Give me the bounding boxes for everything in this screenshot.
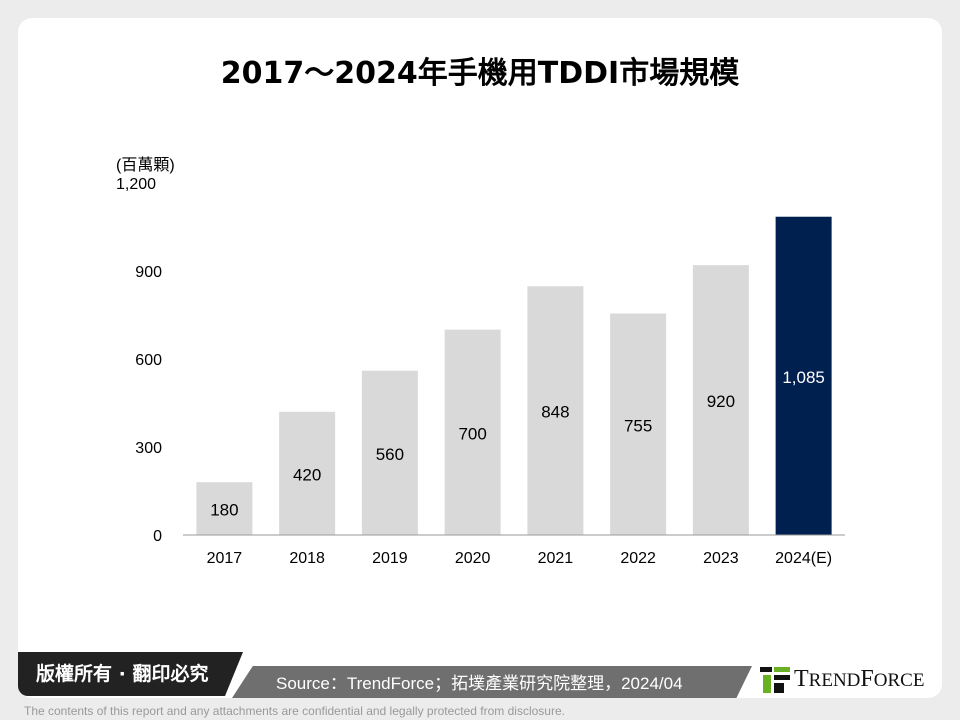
source-label: Source：TrendForce；拓墣產業研究院整理，2024/04 xyxy=(232,666,752,698)
x-tick-label: 2022 xyxy=(620,550,656,567)
disclaimer: The contents of this report and any atta… xyxy=(24,704,565,718)
copyright-label: 版權所有 · 翻印必究 xyxy=(18,652,243,696)
bar-2020 xyxy=(444,329,501,535)
bar-2022 xyxy=(610,313,667,535)
bar-2018 xyxy=(279,411,336,535)
bar-2021 xyxy=(527,286,584,535)
logo-text: TRENDFORCE xyxy=(794,666,925,692)
data-label: 180 xyxy=(210,501,238,520)
trendforce-logo: TRENDFORCE xyxy=(760,666,924,693)
y-tick-label: 600 xyxy=(135,352,162,369)
bar-2019 xyxy=(361,370,418,535)
data-label: 420 xyxy=(293,465,321,484)
x-tick-label: 2024(E) xyxy=(775,550,832,567)
chart-title: 2017～2024年手機用TDDI市場規模 xyxy=(220,56,740,91)
y-tick-label: 1,200 xyxy=(116,176,156,193)
y-tick-label: 300 xyxy=(135,440,162,457)
x-tick-label: 2021 xyxy=(538,550,574,567)
y-axis-unit: (百萬顆) xyxy=(116,156,175,174)
x-tick-label: 2020 xyxy=(455,550,491,567)
bar-2023 xyxy=(692,265,749,535)
data-label: 848 xyxy=(541,403,569,422)
data-label: 920 xyxy=(707,392,735,411)
bar-2024(E) xyxy=(775,216,832,535)
y-tick-label: 0 xyxy=(153,528,162,545)
x-tick-label: 2017 xyxy=(207,550,243,567)
data-label: 1,085 xyxy=(782,368,825,387)
y-tick-label: 900 xyxy=(135,264,162,281)
data-label: 560 xyxy=(376,445,404,464)
bar-2017 xyxy=(196,482,253,535)
logo-icon xyxy=(760,666,790,693)
data-label: 755 xyxy=(624,416,652,435)
x-tick-label: 2018 xyxy=(289,550,325,567)
x-tick-label: 2023 xyxy=(703,550,739,567)
x-tick-label: 2019 xyxy=(372,550,408,567)
data-label: 700 xyxy=(458,424,486,443)
